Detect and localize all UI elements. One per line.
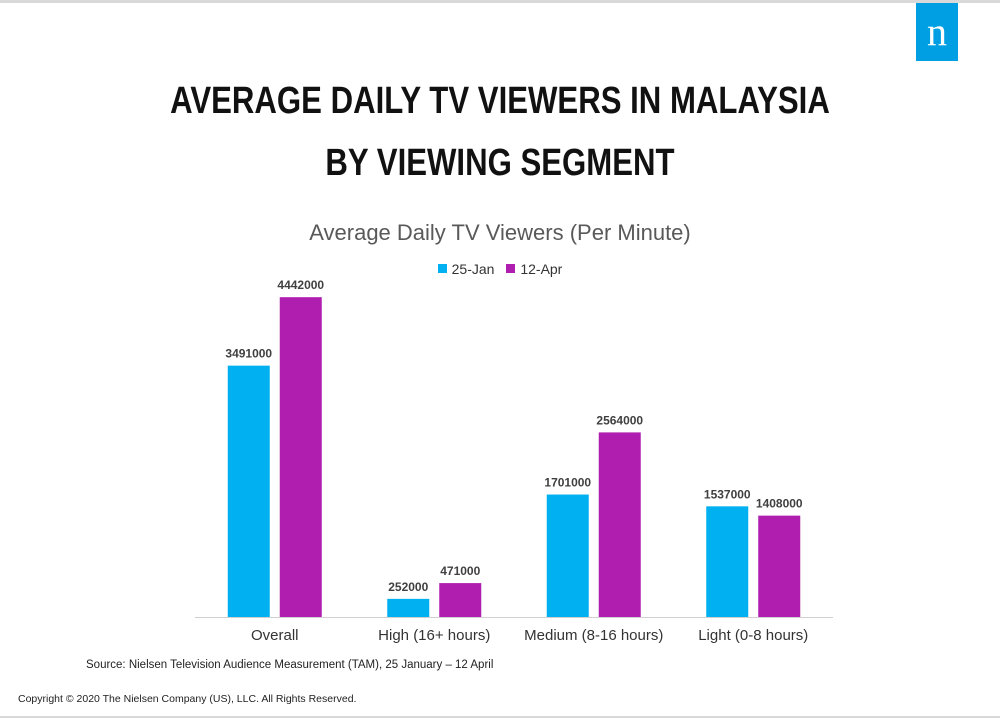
data-label-overall-25-jan: 3491000 xyxy=(225,347,272,361)
legend-label-12-apr: 12-Apr xyxy=(520,260,563,277)
bar-light-0-8-hours-12-apr xyxy=(758,515,801,617)
bar-medium-8-16-hours-12-apr xyxy=(598,432,641,617)
legend-label-25-jan: 25-Jan xyxy=(451,260,495,277)
bar-high-16-hours-25-jan xyxy=(387,598,430,617)
data-label-high-16-hours-25-jan: 252000 xyxy=(388,580,428,594)
data-label-overall-12-apr: 4442000 xyxy=(277,278,324,292)
data-label-medium-8-16-hours-25-jan: 1701000 xyxy=(544,476,591,490)
bar-overall-12-apr xyxy=(279,297,322,617)
bar-light-0-8-hours-25-jan xyxy=(706,506,749,617)
page-title-line-1: AVERAGE DAILY TV VIEWERS IN MALAYSIA xyxy=(170,80,830,122)
legend-item-12-apr: 12-Apr xyxy=(506,261,562,277)
copyright-note: Copyright © 2020 The Nielsen Company (US… xyxy=(18,693,357,705)
legend-swatch-25-jan xyxy=(437,264,447,273)
page-title-line-2: BY VIEWING SEGMENT xyxy=(325,142,675,184)
top-border xyxy=(0,0,1000,3)
chart-legend: 25-Jan 12-Apr xyxy=(0,260,1000,277)
bottom-border xyxy=(0,716,1000,718)
legend-swatch-12-apr xyxy=(506,264,516,273)
category-label-medium-8-16-hours: Medium (8-16 hours) xyxy=(524,627,663,644)
chart-title: Average Daily TV Viewers (Per Minute) xyxy=(309,220,691,245)
category-label-overall: Overall xyxy=(251,627,299,644)
data-label-high-16-hours-12-apr: 471000 xyxy=(440,564,480,578)
data-label-light-0-8-hours-25-jan: 1537000 xyxy=(704,487,751,501)
data-label-light-0-8-hours-12-apr: 1408000 xyxy=(756,497,803,511)
category-label-light-0-8-hours: Light (0-8 hours) xyxy=(698,627,808,644)
bar-high-16-hours-12-apr xyxy=(439,583,482,617)
legend-item-25-jan: 25-Jan xyxy=(437,260,495,277)
nielsen-logo: n xyxy=(916,3,958,61)
data-label-medium-8-16-hours-12-apr: 2564000 xyxy=(596,413,643,427)
source-note: Source: Nielsen Television Audience Meas… xyxy=(86,659,494,671)
bar-medium-8-16-hours-25-jan xyxy=(546,494,589,617)
bar-overall-25-jan xyxy=(227,365,270,617)
category-label-high-16-hours: High (16+ hours) xyxy=(378,627,490,644)
